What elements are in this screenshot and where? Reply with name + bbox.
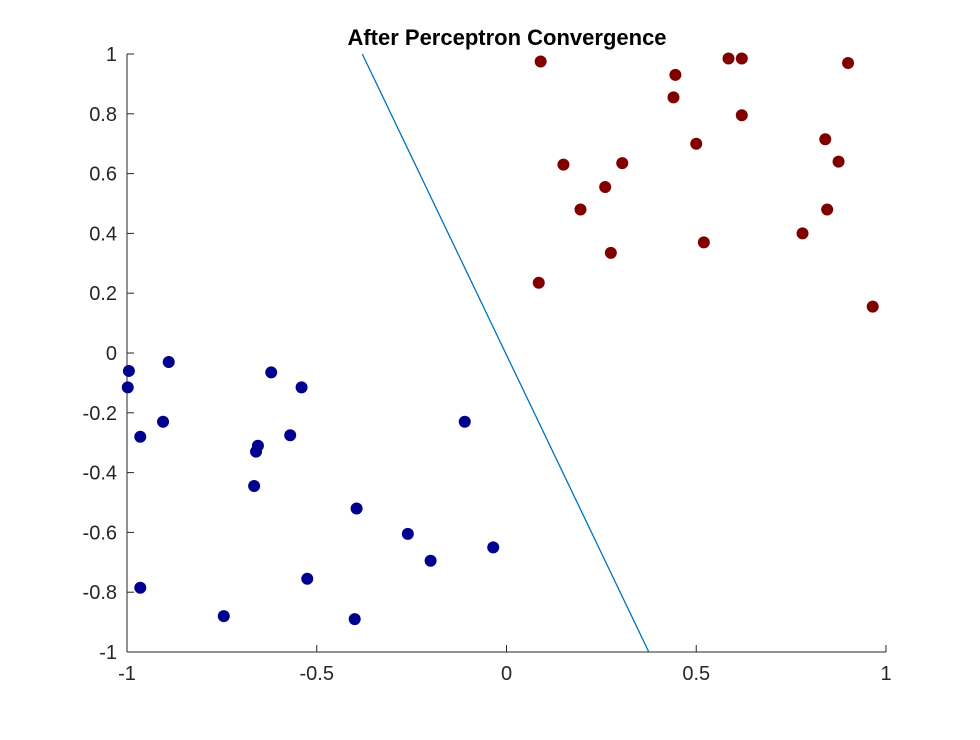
point-class-blue [217, 610, 230, 623]
point-class-blue [284, 429, 297, 442]
point-class-red [735, 52, 748, 65]
point-class-red [667, 91, 680, 104]
y-tick-label: -0.4 [83, 463, 117, 485]
point-class-blue [301, 572, 314, 585]
point-class-blue [248, 480, 261, 493]
point-class-blue [348, 613, 361, 626]
point-class-red [599, 181, 612, 194]
y-tick-label: -0.8 [83, 582, 117, 604]
point-class-blue [134, 430, 147, 443]
y-tick-label: 0.8 [89, 104, 117, 126]
y-tick-label: 0.4 [89, 223, 117, 245]
y-tick-label: 1 [106, 44, 117, 66]
y-tick-label: 0 [106, 343, 117, 365]
point-class-blue [401, 527, 414, 540]
x-tick-label: -1 [118, 663, 136, 685]
boundary-line [361, 53, 650, 653]
point-class-red [866, 300, 879, 313]
point-class-red [842, 56, 855, 69]
point-class-red [557, 158, 570, 171]
point-class-blue [458, 415, 471, 428]
point-class-red [532, 276, 545, 289]
point-class-blue [122, 364, 135, 377]
chart-title: After Perceptron Convergence [347, 25, 666, 50]
point-class-red [534, 55, 547, 68]
point-class-red [574, 203, 587, 216]
point-class-red [690, 137, 703, 150]
point-class-red [697, 236, 710, 249]
point-class-red [821, 203, 834, 216]
data-points [121, 52, 879, 626]
point-class-blue [250, 445, 263, 458]
point-class-blue [295, 381, 308, 394]
x-tick-label: -0.5 [300, 663, 334, 685]
point-class-blue [121, 381, 134, 394]
point-class-red [669, 68, 682, 81]
y-tick-label: -0.6 [83, 522, 117, 544]
point-class-red [735, 109, 748, 122]
point-class-blue [162, 355, 175, 368]
point-class-red [722, 52, 735, 65]
point-class-blue [350, 502, 363, 515]
point-class-red [832, 155, 845, 168]
point-class-red [796, 227, 809, 240]
point-class-red [819, 133, 832, 146]
decision-boundary [361, 53, 650, 653]
axes: -1 -0.5 0 0.5 1 -1 -0.8 -0.6 -0.4 -0.2 0 0.2 0.4 0.6 0… [83, 44, 892, 685]
y-tick-label: 0.6 [89, 164, 117, 186]
x-tick-label: 1 [880, 663, 891, 685]
point-class-blue [487, 541, 500, 554]
point-class-blue [424, 554, 437, 567]
y-tick-label: -1 [99, 642, 117, 664]
point-class-red [604, 246, 617, 259]
x-tick-label: 0.5 [682, 663, 710, 685]
point-class-blue [157, 415, 170, 428]
x-tick-label: 0 [501, 663, 512, 685]
point-class-blue [265, 366, 278, 379]
point-class-blue [134, 581, 147, 594]
point-class-red [616, 157, 629, 170]
y-tick-label: -0.2 [83, 403, 117, 425]
y-tick-label: 0.2 [89, 283, 117, 305]
